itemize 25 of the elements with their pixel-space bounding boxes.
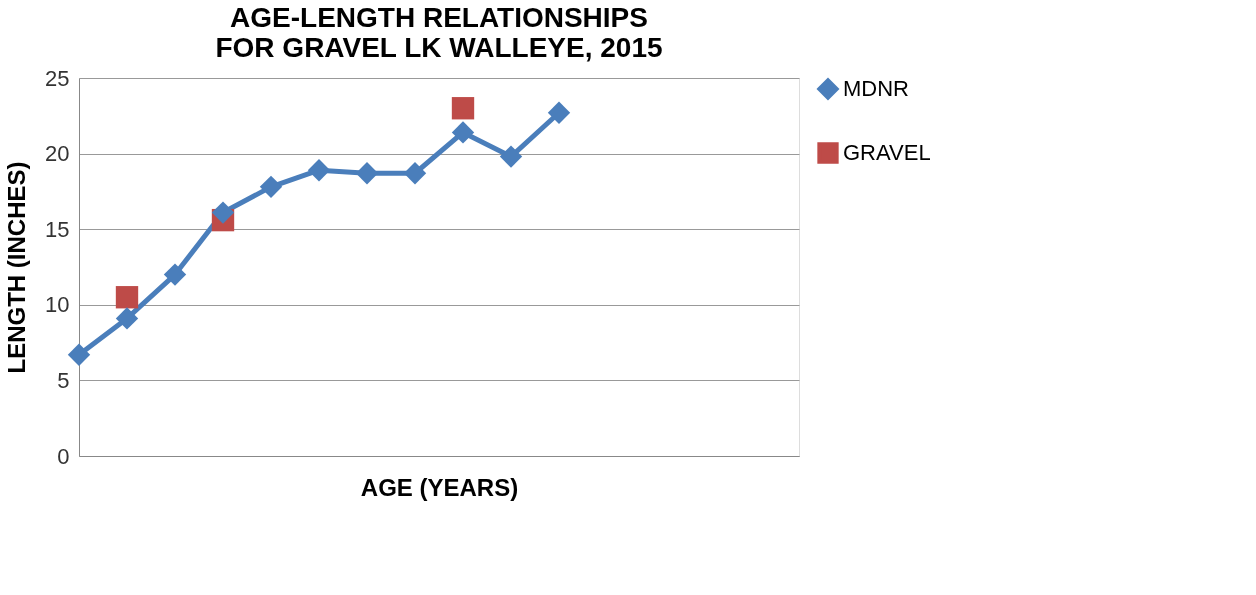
x-axis-title: AGE (YEARS)	[360, 473, 519, 501]
y-tick-label: 0	[57, 443, 70, 469]
point	[451, 121, 475, 144]
text: AGE-LENGTH RELATIONSHIPS	[230, 2, 648, 33]
y-tick-label: 10	[45, 292, 70, 318]
point	[115, 286, 139, 309]
point	[499, 145, 523, 168]
point	[67, 343, 91, 366]
y-axis-title: LENGTH (INCHES)	[3, 161, 31, 374]
point	[211, 201, 235, 224]
point	[355, 162, 379, 185]
point	[307, 159, 331, 182]
text: FOR GRAVEL LK WALLEYE, 2015	[215, 32, 663, 63]
y-tick-label: 25	[45, 65, 70, 91]
y-tick-label: 15	[45, 216, 70, 242]
point	[115, 307, 139, 330]
point	[547, 101, 571, 124]
legend-label: MDNR	[843, 76, 909, 101]
point	[451, 97, 475, 120]
y-tick-label: 20	[45, 141, 70, 167]
point	[403, 162, 427, 185]
legend-label: GRAVEL	[843, 140, 931, 165]
point	[163, 263, 187, 286]
point	[259, 175, 283, 199]
y-tick-label: 5	[57, 367, 70, 393]
